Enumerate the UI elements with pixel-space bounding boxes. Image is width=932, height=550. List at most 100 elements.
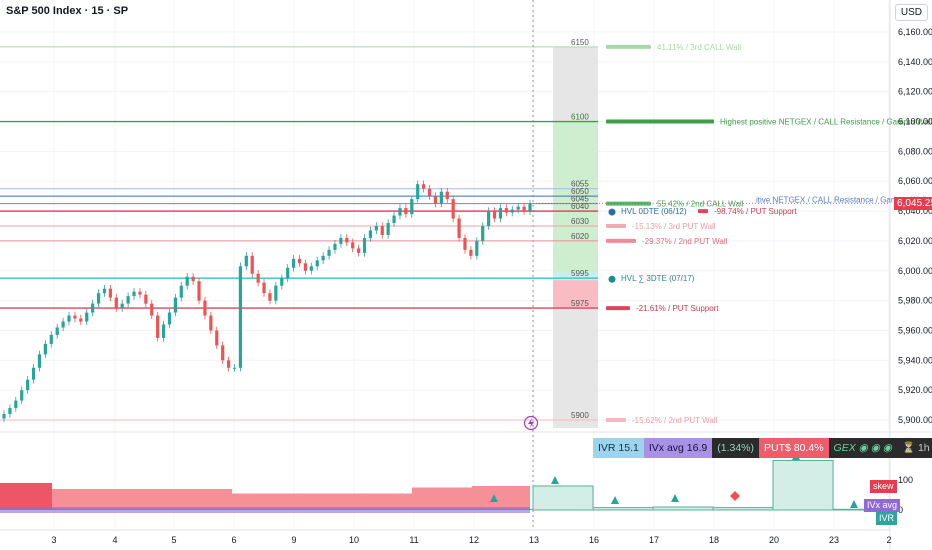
ivr-badge: IVR 15.1 <box>593 438 644 458</box>
change-badge: (1.34%) <box>712 438 759 458</box>
candle-80 <box>475 240 479 256</box>
candle-69 <box>410 199 414 215</box>
candle-19 <box>114 297 118 309</box>
ivr-block-1 <box>592 507 654 511</box>
candle-23 <box>138 291 142 295</box>
candle-29 <box>173 297 177 313</box>
candle-2 <box>14 400 18 409</box>
candle-83 <box>492 211 497 219</box>
ivx-avg-badge: IVx avg 16.9 <box>643 438 713 458</box>
puts-badge: PUT$ 80.4% <box>759 438 829 458</box>
level-bar-0 <box>606 44 651 49</box>
y-tick-11: 5,940.00 <box>898 355 932 365</box>
x-tick-3: 6 <box>231 535 236 545</box>
candle-88 <box>522 206 526 212</box>
candle-8 <box>49 334 53 344</box>
y-tick-9: 5,980.00 <box>898 296 932 306</box>
candle-44 <box>262 282 266 294</box>
candle-16 <box>96 293 101 304</box>
candle-56 <box>333 243 337 250</box>
x-tick-4: 9 <box>291 535 296 545</box>
candle-48 <box>286 267 290 279</box>
candle-78 <box>463 237 467 250</box>
y-tick-12: 5,920.00 <box>898 385 932 395</box>
candle-3 <box>20 390 24 401</box>
candle-25 <box>150 303 154 316</box>
level-label-5: HVL 0DTE (06/12) <box>621 207 687 216</box>
skew-block-2 <box>232 493 412 510</box>
candle-34 <box>203 300 207 316</box>
candle-85 <box>504 208 508 213</box>
candle-74 <box>439 191 443 204</box>
level-label-7: -15.13% / 3rd PUT Wall <box>632 222 716 231</box>
candle-39 <box>232 367 237 369</box>
hvl-icon-9 <box>608 275 616 283</box>
candle-59 <box>351 242 355 249</box>
level-bar-6 <box>698 209 708 214</box>
x-tick-13: 23 <box>829 535 839 545</box>
level-label-9: HVL ∑ 3DTE (07/17) <box>621 274 695 283</box>
candle-5 <box>31 367 36 380</box>
candle-21 <box>126 296 130 304</box>
level-tag-2: 6055 <box>571 180 589 189</box>
level-label-1: Highest positive NETGEX / CALL Resistanc… <box>720 118 932 127</box>
ivr-block-2 <box>652 506 714 511</box>
level-bar-1 <box>606 119 714 124</box>
candle-1 <box>8 408 12 415</box>
candle-75 <box>445 191 449 200</box>
skew-block-4 <box>472 486 530 510</box>
level-tag-11: 5900 <box>571 411 589 420</box>
candle-6 <box>37 354 42 368</box>
candle-73 <box>433 196 438 204</box>
x-tick-5: 10 <box>349 535 359 545</box>
candle-46 <box>274 285 278 301</box>
candle-76 <box>451 199 455 219</box>
x-tick-11: 18 <box>709 535 719 545</box>
candle-53 <box>315 260 319 267</box>
candle-13 <box>79 318 83 322</box>
level-tag-8: 6020 <box>571 232 589 241</box>
skew-tag: skew <box>870 480 897 493</box>
y-tick-7: 6,020.00 <box>898 236 932 246</box>
hvl-zone <box>553 272 598 281</box>
signal-diamond <box>730 491 740 501</box>
level-bar-10 <box>606 306 630 311</box>
candle-67 <box>398 208 402 216</box>
signal-triangle-1 <box>551 476 559 484</box>
lightning-bolt <box>528 418 534 428</box>
candle-9 <box>55 327 59 335</box>
candle-42 <box>250 255 254 274</box>
ivr-block-0 <box>532 485 594 511</box>
y-tick-5: 6,060.00 <box>898 176 932 186</box>
candle-27 <box>161 324 166 338</box>
candle-58 <box>345 237 349 243</box>
overlay-label-0: itive NETGEX / CALL Resistance / Gamma W… <box>756 196 926 205</box>
candle-68 <box>404 208 408 215</box>
call-zone <box>553 121 598 279</box>
x-tick-2: 5 <box>171 535 176 545</box>
candle-61 <box>362 237 367 253</box>
level-bar-7 <box>606 224 626 228</box>
signal-triangle-5 <box>850 500 858 508</box>
candle-33 <box>197 281 201 301</box>
candle-32 <box>191 276 195 282</box>
y-tick-13: 5,900.00 <box>898 415 932 425</box>
candle-62 <box>368 230 373 238</box>
candle-20 <box>120 303 124 309</box>
ivr-block-3 <box>712 507 774 511</box>
level-label-0: 41.11% / 3rd CALL Wall <box>657 43 741 52</box>
candle-35 <box>209 315 213 331</box>
candle-55 <box>327 249 331 256</box>
y-tick-1: 6,140.00 <box>898 57 932 67</box>
level-label-11: -15.62% / 2nd PUT Wall <box>632 416 718 425</box>
skew-block-3 <box>412 487 472 510</box>
ivr-block-5 <box>832 508 866 511</box>
level-tag-9: 5995 <box>571 269 589 278</box>
x-tick-14: 2 <box>886 535 891 545</box>
level-label-6: -98.74% / PUT Support <box>714 207 797 216</box>
level-bar-8 <box>606 238 636 243</box>
signal-triangle-0 <box>490 494 498 502</box>
level-tag-1: 6100 <box>571 113 589 122</box>
candle-77 <box>457 218 461 238</box>
currency-button[interactable]: USD <box>894 4 928 21</box>
